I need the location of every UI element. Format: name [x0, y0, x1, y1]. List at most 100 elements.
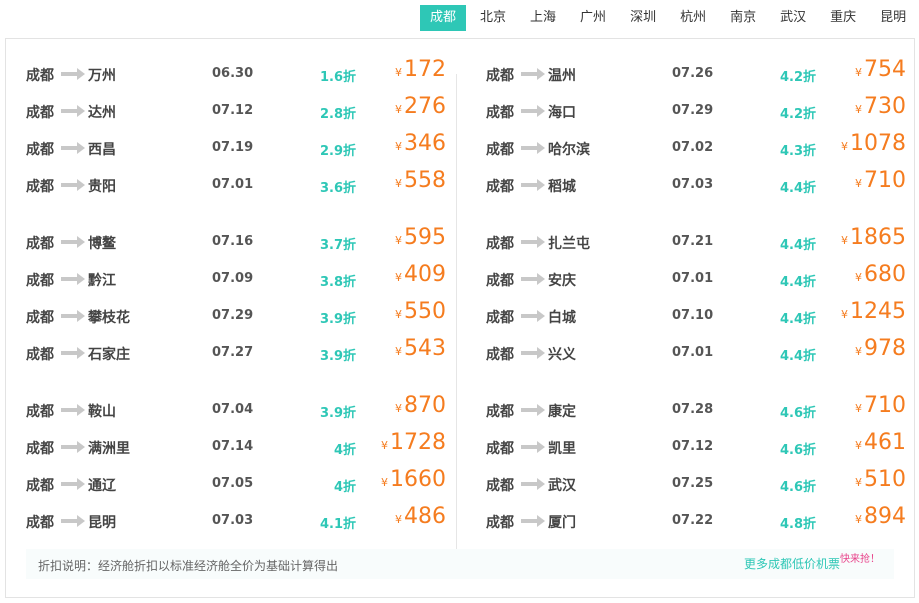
flight-deal-row[interactable]: 成都 安庆 07.01 4.4折 ¥680 — [486, 262, 906, 299]
price-value: 558 — [404, 168, 446, 193]
departure-date: 07.03 — [672, 177, 714, 192]
origin-city: 成都 — [26, 310, 54, 326]
price-value: 1078 — [850, 131, 906, 156]
ticket-price: ¥754 — [855, 57, 906, 82]
departure-date: 06.30 — [212, 66, 254, 81]
flight-deal-row[interactable]: 成都 康定 07.28 4.6折 ¥710 — [486, 393, 906, 430]
flight-deal-row[interactable]: 成都 博鳌 07.16 3.7折 ¥595 — [26, 225, 446, 262]
ticket-price: ¥730 — [855, 94, 906, 119]
price-value: 754 — [864, 57, 906, 82]
tab-city[interactable]: 武汉 — [780, 10, 807, 25]
ticket-price: ¥550 — [395, 299, 446, 324]
flight-deal-row[interactable]: 成都 温州 07.26 4.2折 ¥754 — [486, 57, 906, 94]
flight-deal-row[interactable]: 成都 黔江 07.09 3.8折 ¥409 — [26, 262, 446, 299]
ticket-price: ¥595 — [395, 225, 446, 250]
currency-symbol: ¥ — [841, 140, 848, 153]
departure-date: 07.04 — [212, 402, 254, 417]
flight-deal-row[interactable]: 成都 昆明 07.03 4.1折 ¥486 — [26, 504, 446, 541]
flight-deals-panel: 成都 万州 06.30 1.6折 ¥172 成都 达州 07.12 2.8折 ¥276 成都 西昌 07… — [5, 38, 915, 598]
origin-city: 成都 — [26, 68, 54, 84]
ticket-price: ¥510 — [855, 467, 906, 492]
arrow-right-icon — [61, 404, 85, 416]
discount-rate: 2.9折 — [319, 144, 356, 159]
arrow-right-icon — [61, 478, 85, 490]
more-cheap-flights-link[interactable]: 更多成都低价机票快来抢！ — [743, 554, 880, 572]
deal-group: 成都 康定 07.28 4.6折 ¥710 成都 凯里 07.12 4.6折 ¥461 成都 武汉 07… — [486, 393, 906, 541]
arrow-right-icon — [521, 68, 545, 80]
currency-symbol: ¥ — [395, 140, 402, 153]
origin-city: 成都 — [26, 142, 54, 158]
flight-deal-row[interactable]: 成都 哈尔滨 07.02 4.3折 ¥1078 — [486, 131, 906, 168]
price-value: 710 — [864, 168, 906, 193]
currency-symbol: ¥ — [855, 103, 862, 116]
flight-deal-row[interactable]: 成都 扎兰屯 07.21 4.4折 ¥1865 — [486, 225, 906, 262]
ticket-price: ¥870 — [395, 393, 446, 418]
flight-deal-row[interactable]: 成都 攀枝花 07.29 3.9折 ¥550 — [26, 299, 446, 336]
departure-date: 07.03 — [212, 513, 254, 528]
destination-city: 白城 — [548, 310, 576, 326]
destination-city: 石家庄 — [88, 347, 130, 363]
ticket-price: ¥680 — [855, 262, 906, 287]
departure-date: 07.05 — [212, 476, 254, 491]
price-value: 870 — [404, 393, 446, 418]
tab-city[interactable]: 深圳 — [630, 10, 657, 25]
tab-city[interactable]: 广州 — [580, 10, 607, 25]
flight-deal-row[interactable]: 成都 鞍山 07.04 3.9折 ¥870 — [26, 393, 446, 430]
origin-city: 成都 — [26, 515, 54, 531]
currency-symbol: ¥ — [395, 345, 402, 358]
origin-city: 成都 — [486, 179, 514, 195]
destination-city: 武汉 — [548, 478, 576, 494]
discount-rate: 4.6折 — [779, 443, 816, 458]
origin-city: 成都 — [486, 347, 514, 363]
destination-city: 西昌 — [88, 142, 116, 158]
currency-symbol: ¥ — [855, 402, 862, 415]
currency-symbol: ¥ — [855, 66, 862, 79]
tab-city[interactable]: 南京 — [730, 10, 757, 25]
currency-symbol: ¥ — [855, 271, 862, 284]
flight-deal-row[interactable]: 成都 海口 07.29 4.2折 ¥730 — [486, 94, 906, 131]
departure-date: 07.28 — [672, 402, 714, 417]
flight-deal-row[interactable]: 成都 万州 06.30 1.6折 ¥172 — [26, 57, 446, 94]
arrow-right-icon — [61, 441, 85, 453]
currency-symbol: ¥ — [395, 66, 402, 79]
flight-deal-row[interactable]: 成都 白城 07.10 4.4折 ¥1245 — [486, 299, 906, 336]
flight-deal-row[interactable]: 成都 贵阳 07.01 3.6折 ¥558 — [26, 168, 446, 205]
flight-deal-row[interactable]: 成都 石家庄 07.27 3.9折 ¥543 — [26, 336, 446, 373]
flight-deal-row[interactable]: 成都 达州 07.12 2.8折 ¥276 — [26, 94, 446, 131]
destination-city: 通辽 — [88, 478, 116, 494]
tab-city[interactable]: 杭州 — [680, 10, 707, 25]
deal-group: 成都 博鳌 07.16 3.7折 ¥595 成都 黔江 07.09 3.8折 ¥409 成都 攀枝花 0… — [26, 225, 446, 373]
flight-deal-row[interactable]: 成都 兴义 07.01 4.4折 ¥978 — [486, 336, 906, 373]
ticket-price: ¥1078 — [841, 131, 906, 156]
tab-city[interactable]: 上海 — [530, 10, 557, 25]
origin-city: 成都 — [486, 68, 514, 84]
flight-deal-row[interactable]: 成都 稻城 07.03 4.4折 ¥710 — [486, 168, 906, 205]
destination-city: 凯里 — [548, 441, 576, 457]
flight-deal-row[interactable]: 成都 厦门 07.22 4.8折 ¥894 — [486, 504, 906, 541]
tab-city[interactable]: 北京 — [480, 10, 507, 25]
arrow-right-icon — [61, 179, 85, 191]
flight-deal-row[interactable]: 成都 满洲里 07.14 4折 ¥1728 — [26, 430, 446, 467]
departure-date: 07.10 — [672, 308, 714, 323]
flight-deal-row[interactable]: 成都 武汉 07.25 4.6折 ¥510 — [486, 467, 906, 504]
flight-deal-row[interactable]: 成都 西昌 07.19 2.9折 ¥346 — [26, 131, 446, 168]
departure-date: 07.26 — [672, 66, 714, 81]
deal-group: 成都 鞍山 07.04 3.9折 ¥870 成都 满洲里 07.14 4折 ¥1728 成都 通辽 07… — [26, 393, 446, 541]
ticket-price: ¥409 — [395, 262, 446, 287]
flight-deal-row[interactable]: 成都 通辽 07.05 4折 ¥1660 — [26, 467, 446, 504]
origin-city: 成都 — [486, 478, 514, 494]
more-cheap-flights-label: 更多成都低价机票 — [743, 557, 840, 571]
tab-city[interactable]: 昆明 — [880, 10, 907, 25]
departure-date: 07.01 — [212, 177, 254, 192]
flight-deal-row[interactable]: 成都 凯里 07.12 4.6折 ¥461 — [486, 430, 906, 467]
destination-city: 攀枝花 — [88, 310, 130, 326]
departure-date: 07.22 — [672, 513, 714, 528]
tab-city[interactable]: 成都 — [420, 5, 467, 31]
discount-rate: 3.9折 — [319, 349, 356, 364]
right-deal-column: 成都 温州 07.26 4.2折 ¥754 成都 海口 07.29 4.2折 ¥730 成都 哈尔滨 0… — [486, 57, 906, 561]
origin-city: 成都 — [486, 441, 514, 457]
price-value: 486 — [404, 504, 446, 529]
tab-city[interactable]: 重庆 — [830, 10, 857, 25]
origin-city: 成都 — [486, 236, 514, 252]
destination-city: 稻城 — [548, 179, 576, 195]
